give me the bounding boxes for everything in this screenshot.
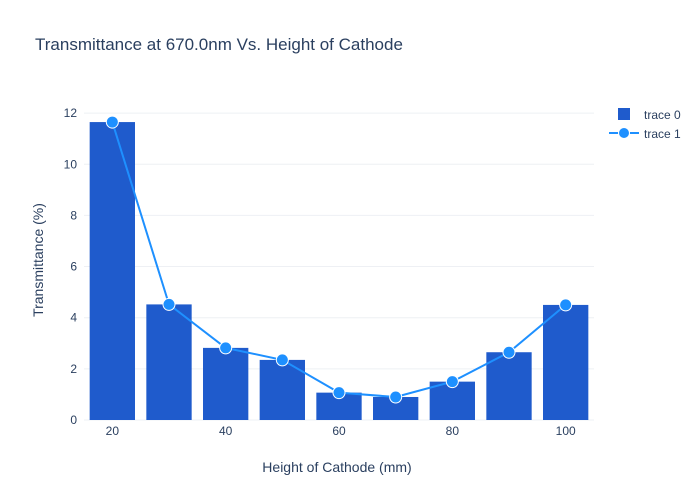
x-tick-label: 60	[332, 424, 346, 438]
point-30	[162, 297, 176, 311]
bar-40	[203, 347, 249, 420]
point-40	[219, 341, 233, 355]
x-axis-ticks: 20 40 60 80 100	[106, 424, 576, 438]
chart-title: Transmittance at 670.0nm Vs. Height of C…	[35, 35, 403, 54]
x-tick-label: 40	[219, 424, 233, 438]
point-90	[502, 345, 516, 359]
y-tick-label: 0	[70, 413, 77, 427]
bar-30	[146, 304, 192, 420]
y-tick-label: 2	[70, 362, 77, 376]
y-tick-label: 8	[70, 208, 77, 222]
x-axis-title: Height of Cathode (mm)	[262, 459, 411, 475]
bar-series	[89, 122, 589, 420]
bar-70	[373, 396, 419, 420]
y-axis-title: Transmittance (%)	[30, 203, 46, 317]
y-tick-label: 12	[64, 106, 78, 120]
legend-swatch-trace-1-marker	[618, 127, 630, 139]
point-60	[332, 386, 346, 400]
point-70	[389, 390, 403, 404]
y-tick-label: 10	[64, 157, 78, 171]
legend-swatch-trace-0	[618, 108, 630, 120]
legend: trace 0 trace 1	[609, 108, 681, 141]
point-80	[445, 375, 459, 389]
legend-label-trace-0: trace 0	[644, 108, 681, 122]
x-tick-label: 100	[556, 424, 576, 438]
line-series	[105, 115, 573, 404]
point-50	[275, 353, 289, 367]
bar-20	[89, 122, 135, 420]
y-tick-label: 4	[70, 311, 77, 325]
x-tick-label: 80	[446, 424, 460, 438]
legend-label-trace-1: trace 1	[644, 127, 681, 141]
point-100	[559, 298, 573, 312]
bar-100	[543, 304, 589, 420]
y-axis-ticks: 0 2 4 6 8 10 12	[64, 106, 78, 427]
point-20	[105, 115, 119, 129]
bar-90	[486, 352, 532, 420]
y-tick-label: 6	[70, 260, 77, 274]
bar-50	[259, 359, 305, 420]
x-tick-label: 20	[106, 424, 120, 438]
